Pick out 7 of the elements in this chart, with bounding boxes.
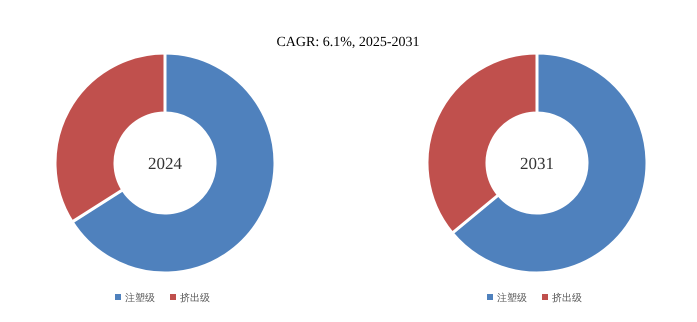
text: CAGR: 6.1%, 2025-2031 xyxy=(276,35,420,50)
text: 2031 xyxy=(520,154,554,173)
legend-label: 注塑级 xyxy=(497,292,527,304)
text: 2024 xyxy=(148,154,182,173)
legend-label: 挤出级 xyxy=(180,292,210,304)
legend-label: 挤出级 xyxy=(552,292,582,304)
legend-label: 注塑级 xyxy=(125,292,155,304)
